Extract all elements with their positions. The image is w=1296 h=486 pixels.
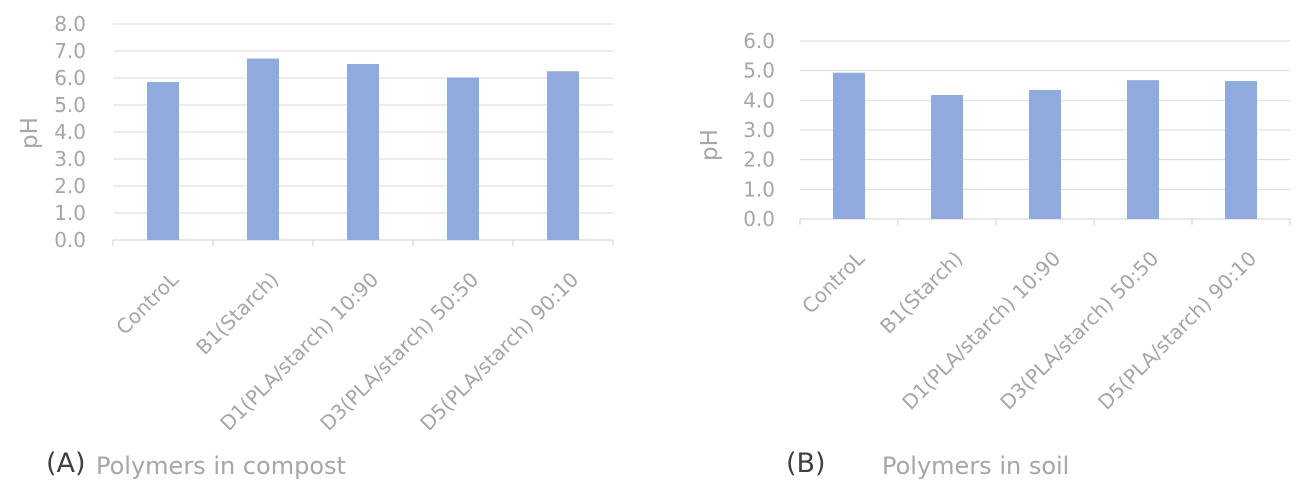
panel-b-x-tick-label: B1(Starch) [875,246,967,338]
panel-b-y-tick-label: 6.0 [743,29,775,53]
panel-b-bar [1127,80,1159,219]
panel-a-y-tick-label: 3.0 [54,147,86,171]
panel-b-y-tick-label: 1.0 [743,177,775,201]
panel-a-y-tick-label: 2.0 [54,174,86,198]
panel-a-y-tick-label: 6.0 [54,66,86,90]
panel-a-y-axis-label: pH [17,117,43,149]
panel-a-y-tick-label: 5.0 [54,93,86,117]
panel-a-caption: Polymers in compost [96,452,346,480]
panel-b-bar [833,72,865,219]
panel-a-bar [247,58,279,241]
panel-b-chart: 0.0 1.0 2.0 3.0 4.0 5.0 6.0 ControL B1(Starch)D1… [697,29,1291,414]
panel-b-label: (B) [786,448,826,479]
panel-b-x-tick-label: D1(PLA/starch) 10:90 [897,246,1065,414]
panel-b-caption: Polymers in soil [882,452,1070,480]
panel-a-y-tick-label: 8.0 [54,12,86,36]
panel-a-y-tick-label: 0.0 [54,228,86,252]
panel-b-bar [1029,89,1061,219]
panel-b-y-tick-label: 4.0 [743,88,775,112]
panel-a-bar [447,77,479,241]
panel-a-label: (A) [46,448,86,479]
panel-a-bar [347,63,379,241]
panel-b-x-tick-label: D5(PLA/starch) 90:10 [1093,246,1261,414]
panel-b-bar [931,94,963,219]
panel-a-bar [147,82,179,240]
panel-b-y-tick-label: 2.0 [743,148,775,172]
panel-b-y-tick-label: 3.0 [743,118,775,142]
panel-b-y-axis-label: pH [697,129,723,161]
panel-b-y-tick-label: 5.0 [743,59,775,83]
panel-b-x-tick-label: D3(PLA/starch) 50:50 [995,246,1163,414]
panel-a-chart: 0.0 1.0 2.0 3.0 4.0 5.0 6.0 7.0 8.0 ControL B1(Sta… [17,12,614,435]
panel-b-bar [1225,81,1257,219]
panel-a-y-tick-label: 4.0 [54,120,86,144]
panel-a-y-tick-label: 1.0 [54,201,86,225]
panel-b-x-tick-label: ControL [797,246,870,319]
panel-a-y-tick-label: 7.0 [54,39,86,63]
panel-a-x-tick-label: B1(Starch) [191,267,283,359]
panel-a-x-tick-label: ControL [111,267,184,340]
panel-b-y-tick-label: 0.0 [743,207,775,231]
panel-a-bar [547,71,579,240]
